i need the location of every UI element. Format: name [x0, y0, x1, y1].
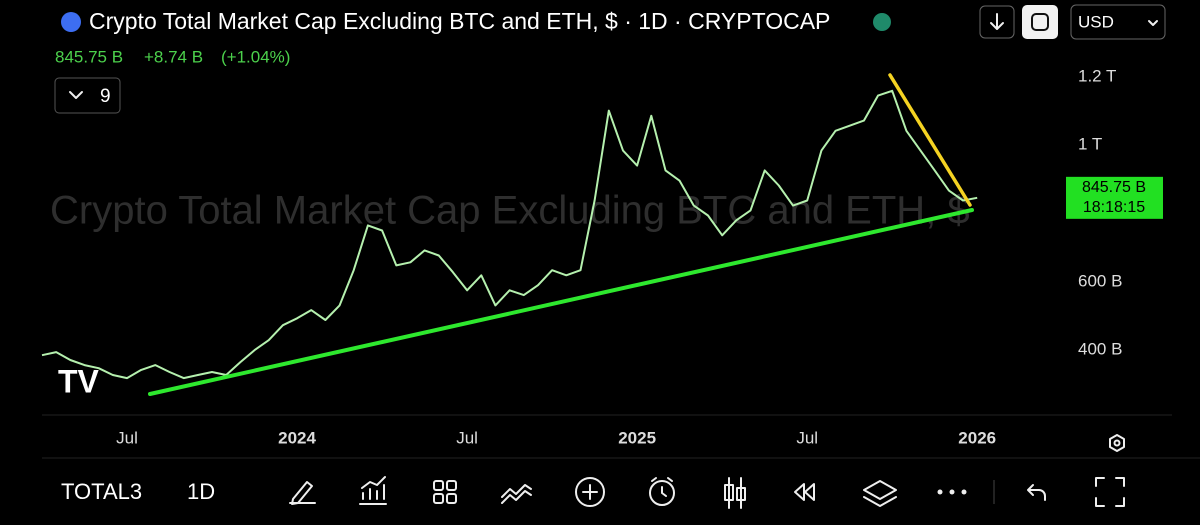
alert-icon	[651, 477, 673, 497]
symbol-icon	[61, 12, 81, 32]
undo-tool[interactable]	[1027, 484, 1046, 501]
settings-icon[interactable]	[1109, 434, 1125, 452]
trend-line	[148, 208, 974, 396]
x-tick-label: Jul	[796, 428, 818, 447]
indicator-count: 9	[100, 86, 111, 107]
y-tick-label: 600 B	[1078, 271, 1122, 290]
x-tick-label: Jul	[116, 428, 138, 447]
currency: USD	[1078, 12, 1114, 31]
x-tick-label: 2024	[278, 428, 316, 447]
candle-icon	[724, 484, 734, 501]
watermark: Crypto Total Market Cap Excluding BTC an…	[50, 189, 970, 233]
chart-title: Crypto Total Market Cap Excluding BTC an…	[89, 8, 830, 34]
status-dot	[873, 13, 891, 31]
fullscreen-button[interactable]	[1022, 5, 1058, 39]
chevron	[69, 91, 83, 99]
y-tick-label: 1 T	[1078, 135, 1102, 154]
more-tool[interactable]	[937, 489, 967, 495]
indicators-tool[interactable]	[359, 476, 387, 505]
logo: TV	[58, 363, 100, 399]
chart-type-tool[interactable]	[728, 477, 742, 509]
candle-icon	[736, 487, 746, 501]
download-icon	[990, 13, 1004, 30]
x-tick-label: Jul	[456, 428, 478, 447]
fullscreen-icon	[1031, 13, 1049, 31]
x-tick-label: 2026	[958, 428, 996, 447]
change-pct: (+1.04%)	[221, 47, 290, 66]
download-button[interactable]	[979, 5, 1015, 39]
currency-select[interactable]	[1070, 4, 1166, 40]
layers-tool[interactable]	[863, 480, 897, 507]
countdown: 18:18:15	[1083, 199, 1145, 216]
layout-tool[interactable]	[433, 480, 457, 504]
add-icon	[582, 484, 598, 500]
indicators-toggle[interactable]	[54, 77, 121, 114]
replay-tool[interactable]	[794, 483, 815, 501]
price-tag-label: 845.75 B	[1082, 179, 1146, 196]
fullscreen-tool[interactable]	[1095, 477, 1125, 507]
x-tick-label: 2025	[618, 428, 656, 447]
y-tick-label: 400 B	[1078, 340, 1122, 359]
settings-icon	[1113, 439, 1121, 447]
price-tag	[1066, 176, 1163, 219]
chevron	[1148, 20, 1158, 26]
compare-tool[interactable]	[501, 484, 532, 504]
add-tool[interactable]	[575, 477, 605, 507]
alert-tool[interactable]	[649, 480, 675, 506]
trend-line	[888, 73, 972, 207]
change: +8.74 B	[144, 47, 203, 66]
symbol[interactable]: TOTAL3	[61, 479, 142, 504]
price: 845.75 B	[55, 47, 123, 66]
price-line	[41, 89, 978, 380]
draw-tool[interactable]	[289, 481, 316, 505]
y-tick-label: 1.2 T	[1078, 66, 1116, 85]
plot: 400 B 600 B 1 T 1.2 T Jul 2024 Jul 2025 Jul 2026	[41, 66, 1122, 447]
interval[interactable]: 1D	[187, 479, 215, 504]
